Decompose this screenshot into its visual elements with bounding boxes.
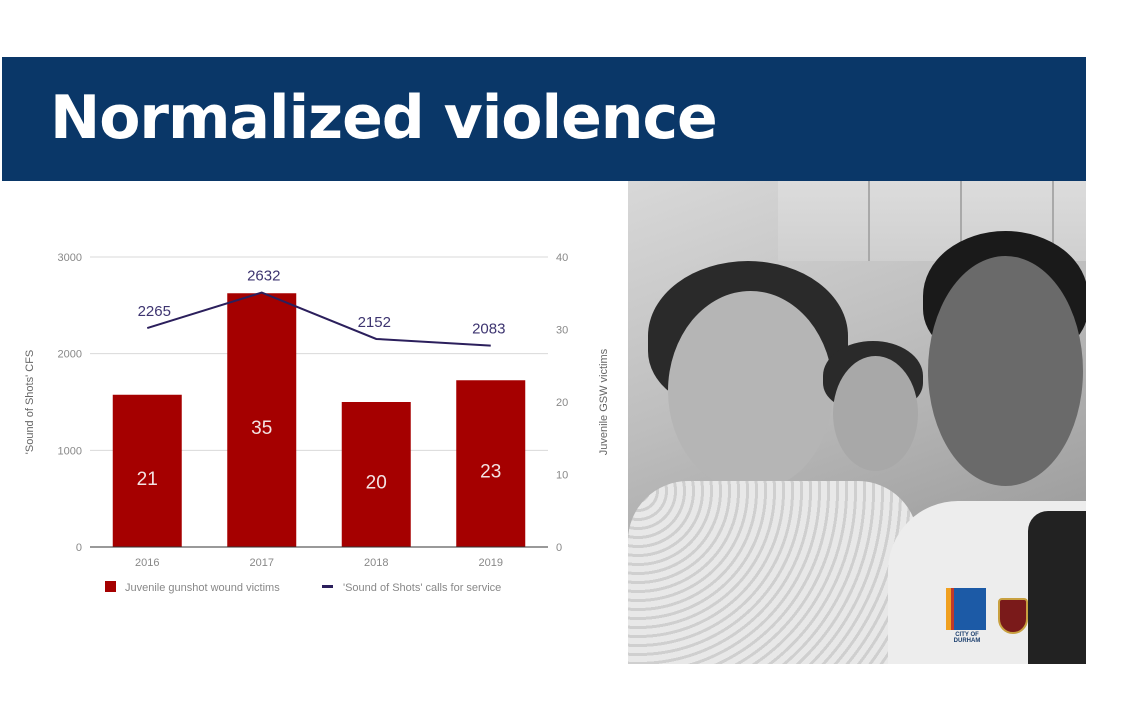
chart-svg: 0 1000 2000 3000 0 10 20 30 40 'Sound of Shots' C… xyxy=(24,252,610,594)
svg-text:0: 0 xyxy=(76,542,82,554)
svg-text:3000: 3000 xyxy=(58,252,82,264)
svg-text:20: 20 xyxy=(366,473,387,494)
photo-girl-face xyxy=(668,291,833,491)
svg-text:'Sound of Shots' CFS: 'Sound of Shots' CFS xyxy=(24,350,36,454)
svg-text:2265: 2265 xyxy=(138,303,171,320)
svg-text:10: 10 xyxy=(556,470,568,482)
photo-gown xyxy=(628,481,918,664)
svg-text:23: 23 xyxy=(480,462,501,483)
svg-text:2000: 2000 xyxy=(58,349,82,361)
svg-text:1000: 1000 xyxy=(58,445,82,457)
city-of-durham-logo: CITY OF DURHAM xyxy=(946,588,986,644)
svg-text:Juvenile GSW victims: Juvenile GSW victims xyxy=(598,348,610,455)
combo-chart: 0 1000 2000 3000 0 10 20 30 40 'Sound of Shots' C… xyxy=(0,181,620,621)
photo-tie xyxy=(1028,511,1086,664)
svg-text:21: 21 xyxy=(137,469,158,490)
slide-title: Normalized violence xyxy=(50,83,718,153)
title-bar xyxy=(2,57,1086,181)
photo-officer2-face xyxy=(833,356,918,471)
svg-text:30: 30 xyxy=(556,325,568,337)
svg-text:2083: 2083 xyxy=(472,321,505,338)
svg-text:35: 35 xyxy=(251,418,272,439)
svg-text:2019: 2019 xyxy=(479,557,503,569)
svg-text:2018: 2018 xyxy=(364,557,388,569)
selfie-photo xyxy=(628,181,1086,664)
svg-text:20: 20 xyxy=(556,397,568,409)
police-badge-logo xyxy=(998,598,1028,634)
svg-text:2017: 2017 xyxy=(250,557,274,569)
svg-text:'Sound of Shots' calls for ser: 'Sound of Shots' calls for service xyxy=(343,582,501,594)
svg-text:Juvenile gunshot wound victims: Juvenile gunshot wound victims xyxy=(125,582,280,594)
svg-text:2152: 2152 xyxy=(358,314,391,331)
svg-text:2632: 2632 xyxy=(247,268,280,285)
svg-text:40: 40 xyxy=(556,252,568,264)
svg-text:0: 0 xyxy=(556,542,562,554)
svg-text:2016: 2016 xyxy=(135,557,159,569)
photo-officer1-face xyxy=(928,256,1083,486)
